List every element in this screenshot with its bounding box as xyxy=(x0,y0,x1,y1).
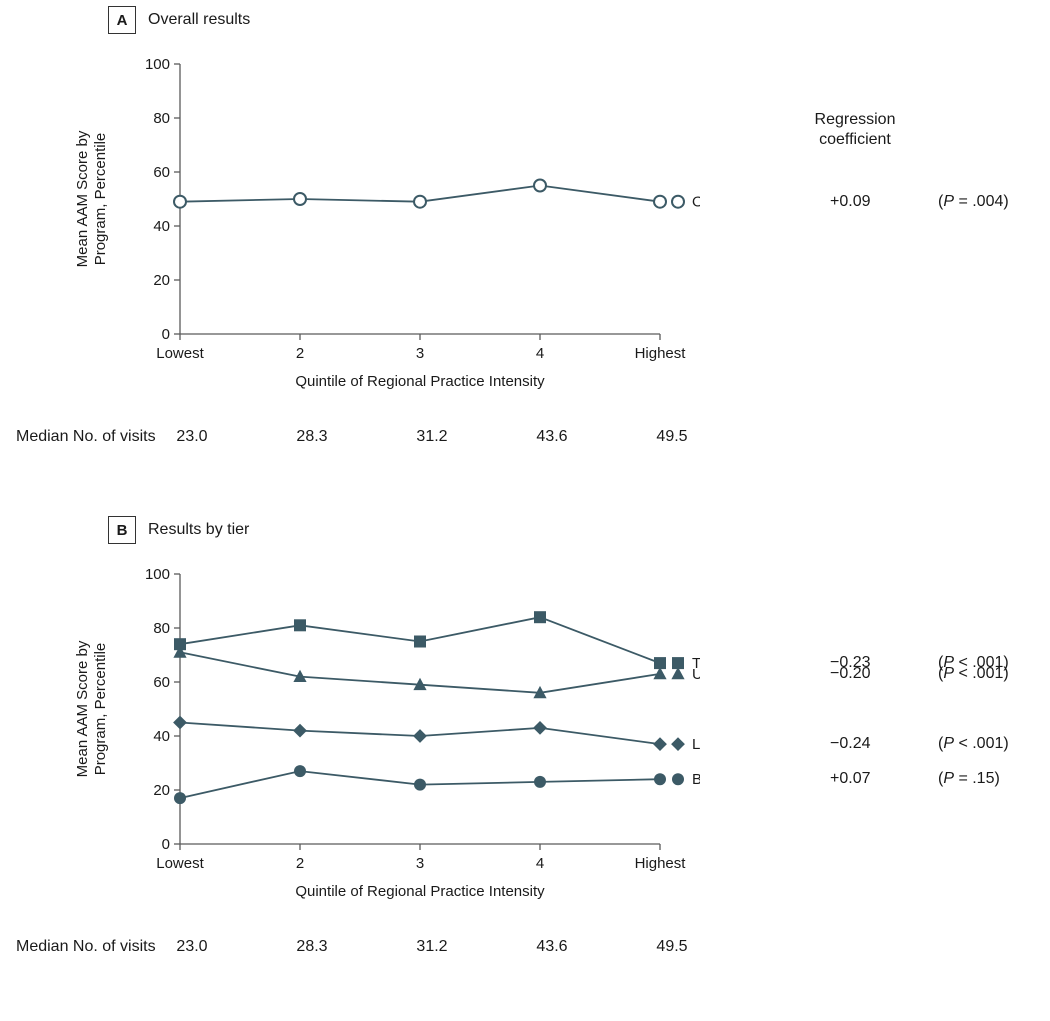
svg-text:Mean AAM Score by: Mean AAM Score by xyxy=(74,640,91,777)
median-label: Median No. of visits xyxy=(16,938,150,956)
panel-b-title: Results by tier xyxy=(148,521,249,539)
median-value: 43.6 xyxy=(522,428,582,446)
median-value: 31.2 xyxy=(402,938,462,956)
svg-text:Quintile of Regional Practice: Quintile of Regional Practice Intensity xyxy=(295,883,545,900)
median-value: 49.5 xyxy=(642,938,702,956)
panel-a-median-row: Median No. of visits 23.0 28.3 31.2 43.6 49.5 xyxy=(16,428,716,446)
regression-coef: +0.07 xyxy=(830,770,870,788)
svg-text:Lowest: Lowest xyxy=(156,855,204,872)
svg-text:Program, Percentile: Program, Percentile xyxy=(92,133,109,266)
median-value: 49.5 xyxy=(642,428,702,446)
svg-text:Highest: Highest xyxy=(635,855,687,872)
panel-b-median-row: Median No. of visits 23.0 28.3 31.2 43.6 49.5 xyxy=(16,938,716,956)
median-value: 28.3 xyxy=(282,428,342,446)
median-value: 43.6 xyxy=(522,938,582,956)
svg-text:40: 40 xyxy=(153,728,170,745)
panel-a-letter: A xyxy=(108,6,136,34)
svg-text:2: 2 xyxy=(296,345,304,362)
p-value: (P < .001) xyxy=(938,665,1009,683)
svg-text:Program, Percentile: Program, Percentile xyxy=(92,643,109,776)
svg-text:60: 60 xyxy=(153,674,170,691)
svg-text:Lower middle tier: Lower middle tier xyxy=(692,736,700,753)
p-value: (P = .004) xyxy=(938,193,1009,211)
stats-header: Regression coefficient xyxy=(800,110,910,150)
svg-text:Upper middle tier: Upper middle tier xyxy=(692,666,700,683)
p-value: (P < .001) xyxy=(938,735,1009,753)
panel-b-letter: B xyxy=(108,516,136,544)
svg-text:20: 20 xyxy=(153,272,170,289)
median-value: 23.0 xyxy=(162,938,222,956)
svg-text:Mean AAM Score by: Mean AAM Score by xyxy=(74,130,91,267)
svg-text:60: 60 xyxy=(153,164,170,181)
median-label: Median No. of visits xyxy=(16,428,150,446)
svg-text:Bottom tier: Bottom tier xyxy=(692,771,700,788)
regression-coef: +0.09 xyxy=(830,193,870,211)
svg-text:3: 3 xyxy=(416,345,424,362)
svg-text:Overall: Overall xyxy=(692,194,700,211)
svg-text:4: 4 xyxy=(536,855,544,872)
regression-coef: −0.20 xyxy=(830,665,870,683)
panel-a-header: A Overall results xyxy=(108,6,250,34)
svg-text:20: 20 xyxy=(153,782,170,799)
panel-a-chart: 0 20 40 60 80 100 Lowest 2 3 4 Highest Mean AAM Sco… xyxy=(60,44,700,404)
svg-text:Quintile of Regional Practice: Quintile of Regional Practice Intensity xyxy=(295,373,545,390)
svg-text:Lowest: Lowest xyxy=(156,345,204,362)
svg-text:100: 100 xyxy=(145,566,170,583)
median-value: 31.2 xyxy=(402,428,462,446)
panel-b-chart: 0 20 40 60 80 100 Lowest 2 3 4 Highest Mean AAM Sco… xyxy=(60,554,700,914)
median-value: 28.3 xyxy=(282,938,342,956)
svg-text:40: 40 xyxy=(153,218,170,235)
p-value: (P = .15) xyxy=(938,770,1000,788)
panel-a-title: Overall results xyxy=(148,11,250,29)
svg-text:0: 0 xyxy=(162,326,170,343)
panel-b-header: B Results by tier xyxy=(108,516,249,544)
svg-text:80: 80 xyxy=(153,620,170,637)
svg-text:100: 100 xyxy=(145,56,170,73)
figure-page: A Overall results Regression coefficient… xyxy=(0,0,1050,1021)
svg-text:Highest: Highest xyxy=(635,345,687,362)
median-value: 23.0 xyxy=(162,428,222,446)
svg-text:2: 2 xyxy=(296,855,304,872)
svg-text:4: 4 xyxy=(536,345,544,362)
regression-coef: −0.24 xyxy=(830,735,870,753)
svg-text:3: 3 xyxy=(416,855,424,872)
svg-text:80: 80 xyxy=(153,110,170,127)
svg-text:0: 0 xyxy=(162,836,170,853)
